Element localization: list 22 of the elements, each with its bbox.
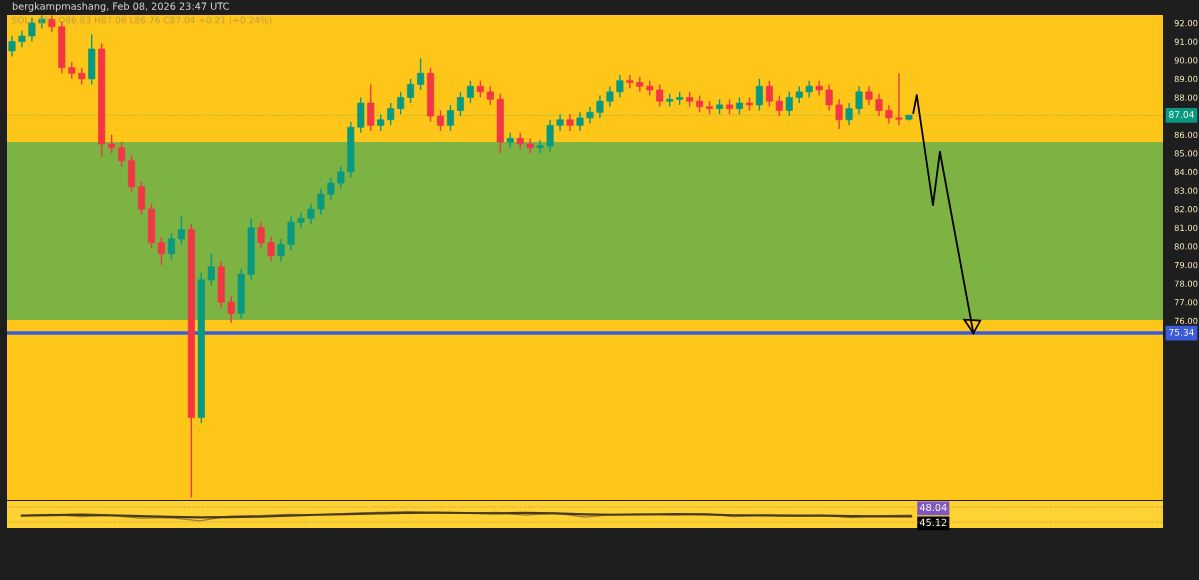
y-tick-label: 79.00: [1174, 261, 1198, 269]
text: bergkampmashang, Feb 08, 2026 23:47 UTC: [12, 2, 229, 12]
y-tick-label: 82.00: [1174, 206, 1198, 213]
y-tick-label: 81.00: [1174, 224, 1198, 232]
y-tick-label: 89.00: [1174, 75, 1198, 83]
y-tick-label: 76.00: [1174, 317, 1198, 325]
ref-line-label: 75.34: [1169, 328, 1194, 336]
y-tick-label: 86.00: [1174, 131, 1198, 138]
ref-line-label: 87.04: [1169, 111, 1194, 118]
y-tick-label: 77.00: [1174, 299, 1198, 306]
data-label: 45.12: [919, 518, 947, 527]
y-tick-label: 88.00: [1174, 94, 1198, 101]
y-tick-label: 84.00: [1174, 168, 1198, 176]
y-tick-label: 85.00: [1174, 150, 1198, 157]
y-tick-label: 92.00: [1174, 19, 1198, 27]
y-tick-label: 83.00: [1174, 187, 1198, 194]
data-label: 48.04: [919, 503, 947, 512]
y-tick-label: 80.00: [1174, 243, 1198, 250]
chart-title: SOL · 15 · O86.83 H87.06 L86.76 C87.04 +0.21 (+0.24%): [12, 16, 272, 25]
y-tick-label: 91.00: [1174, 38, 1198, 45]
y-tick-label: 90.00: [1174, 57, 1198, 64]
y-tick-label: 78.00: [1174, 280, 1198, 287]
